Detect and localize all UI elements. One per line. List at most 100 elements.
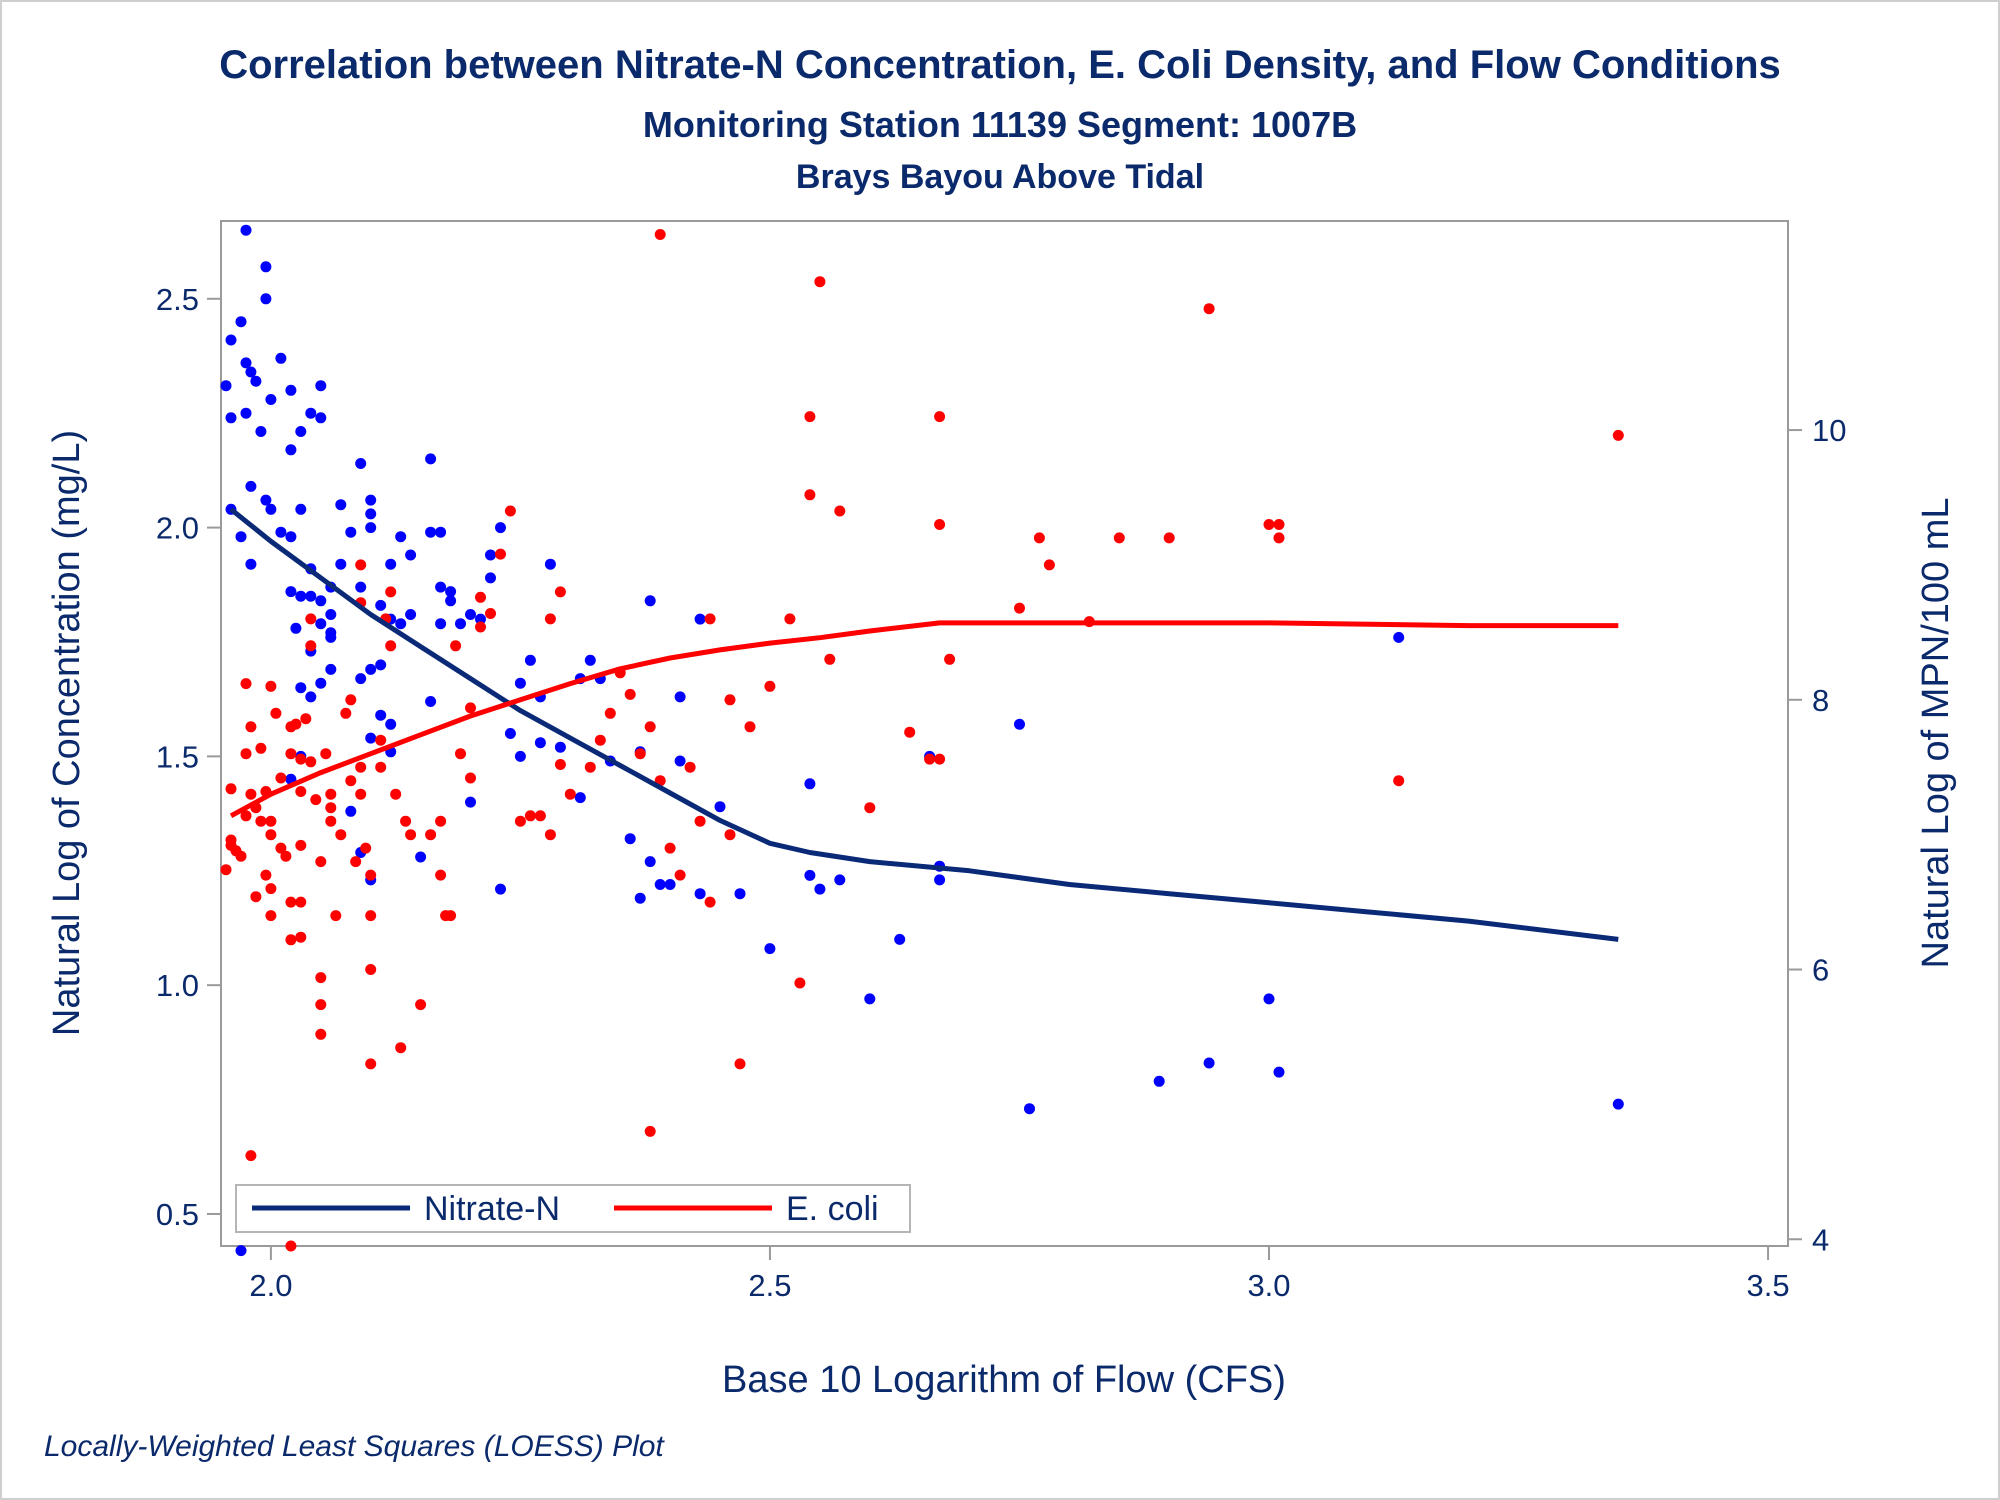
nitrate-point bbox=[644, 595, 656, 607]
ecoli-point bbox=[744, 721, 756, 733]
nitrate-point bbox=[225, 334, 237, 346]
nitrate-point bbox=[260, 494, 272, 506]
nitrate-point bbox=[365, 508, 377, 520]
ecoli-point bbox=[245, 788, 257, 800]
ecoli-point bbox=[814, 276, 826, 288]
ecoli-point bbox=[734, 1058, 746, 1070]
nitrate-point bbox=[345, 805, 357, 817]
nitrate-point bbox=[485, 572, 496, 584]
nitrate-point bbox=[554, 741, 566, 753]
ecoli-point bbox=[305, 756, 317, 768]
ecoli-point bbox=[485, 608, 496, 619]
ecoli-point bbox=[245, 721, 257, 733]
y2-tick-label: 6 bbox=[1812, 953, 1829, 988]
ecoli-point bbox=[240, 748, 252, 760]
nitrate-point bbox=[260, 293, 272, 305]
nitrate-point bbox=[365, 494, 377, 506]
nitrate-point bbox=[1263, 993, 1275, 1005]
ecoli-point bbox=[445, 910, 457, 922]
ecoli-point bbox=[405, 829, 417, 841]
ecoli-point bbox=[315, 856, 327, 868]
ecoli-point bbox=[375, 761, 387, 773]
nitrate-point bbox=[435, 581, 447, 593]
ecoli-point bbox=[824, 653, 836, 665]
ecoli-point bbox=[450, 640, 462, 652]
nitrate-point bbox=[295, 503, 307, 515]
ecoli-point bbox=[1163, 532, 1175, 544]
nitrate-point bbox=[524, 654, 536, 666]
nitrate-point bbox=[395, 531, 407, 543]
x-tick-label: 2.5 bbox=[748, 1268, 791, 1303]
nitrate-point bbox=[514, 677, 526, 689]
ecoli-point bbox=[704, 613, 716, 625]
ecoli-point bbox=[694, 815, 706, 827]
nitrate-point bbox=[445, 586, 457, 598]
ecoli-point bbox=[305, 640, 317, 652]
nitrate-point bbox=[455, 618, 466, 630]
ecoli-point bbox=[355, 788, 367, 800]
nitrate-point bbox=[385, 558, 397, 570]
nitrate-point bbox=[325, 609, 337, 620]
x-tick-label: 2.0 bbox=[249, 1268, 292, 1303]
ecoli-point bbox=[704, 896, 716, 908]
ecoli-point bbox=[265, 883, 277, 895]
ecoli-point bbox=[415, 999, 427, 1011]
nitrate-point bbox=[275, 526, 287, 538]
ecoli-point bbox=[285, 896, 297, 908]
nitrate-point bbox=[355, 673, 367, 685]
ecoli-point bbox=[280, 850, 292, 862]
x-tick-label: 3.0 bbox=[1247, 1268, 1290, 1303]
ecoli-point bbox=[320, 748, 332, 760]
ecoli-point bbox=[604, 707, 616, 719]
ecoli-point bbox=[544, 613, 556, 625]
ecoli-point bbox=[330, 910, 342, 922]
x-axis-label: Base 10 Logarithm of Flow (CFS) bbox=[722, 1359, 1286, 1401]
nitrate-point bbox=[315, 380, 327, 392]
ecoli-point bbox=[315, 999, 327, 1011]
y-tick-label: 2.0 bbox=[156, 511, 199, 546]
ecoli-point bbox=[365, 1058, 377, 1070]
ecoli-point bbox=[435, 815, 447, 827]
ecoli-point bbox=[634, 748, 646, 760]
ecoli-point bbox=[365, 964, 377, 975]
ecoli-point bbox=[295, 896, 307, 908]
ecoli-point bbox=[295, 839, 307, 851]
nitrate-loess-line bbox=[229, 507, 1619, 942]
ecoli-point bbox=[385, 586, 397, 598]
ecoli-point bbox=[295, 931, 307, 943]
ecoli-point bbox=[295, 753, 307, 765]
nitrate-point bbox=[250, 375, 262, 387]
nitrate-point bbox=[405, 609, 417, 620]
ecoli-point bbox=[944, 653, 956, 665]
nitrate-point bbox=[295, 590, 307, 602]
nitrate-point bbox=[235, 531, 247, 543]
ecoli-point bbox=[245, 1150, 257, 1162]
nitrate-point bbox=[1203, 1057, 1215, 1069]
y2-tick-label: 4 bbox=[1812, 1222, 1829, 1257]
ecoli-point bbox=[554, 759, 566, 770]
nitrate-point bbox=[644, 856, 656, 868]
nitrate-point bbox=[315, 412, 327, 424]
ecoli-point bbox=[425, 829, 437, 841]
nitrate-point bbox=[405, 549, 417, 561]
ecoli-point bbox=[290, 718, 302, 730]
chart-subtitle: Monitoring Station 11139 Segment: 1007B bbox=[643, 104, 1357, 145]
ecoli-point bbox=[904, 726, 916, 738]
nitrate-point bbox=[674, 691, 686, 703]
ecoli-point bbox=[240, 678, 252, 690]
nitrate-point bbox=[764, 943, 776, 955]
nitrate-point bbox=[664, 879, 676, 890]
nitrate-point bbox=[295, 682, 307, 694]
nitrate-point bbox=[355, 581, 367, 593]
ecoli-point bbox=[325, 815, 337, 827]
ecoli-loess-line bbox=[229, 620, 1619, 818]
ecoli-point bbox=[1612, 429, 1624, 441]
ecoli-point bbox=[400, 815, 412, 827]
legend-label-nitrate: Nitrate-N bbox=[424, 1190, 560, 1228]
nitrate-point bbox=[235, 1245, 247, 1257]
nitrate-point bbox=[395, 618, 407, 630]
ecoli-point bbox=[1273, 519, 1285, 530]
ecoli-point bbox=[305, 613, 317, 625]
nitrate-point bbox=[245, 558, 257, 570]
